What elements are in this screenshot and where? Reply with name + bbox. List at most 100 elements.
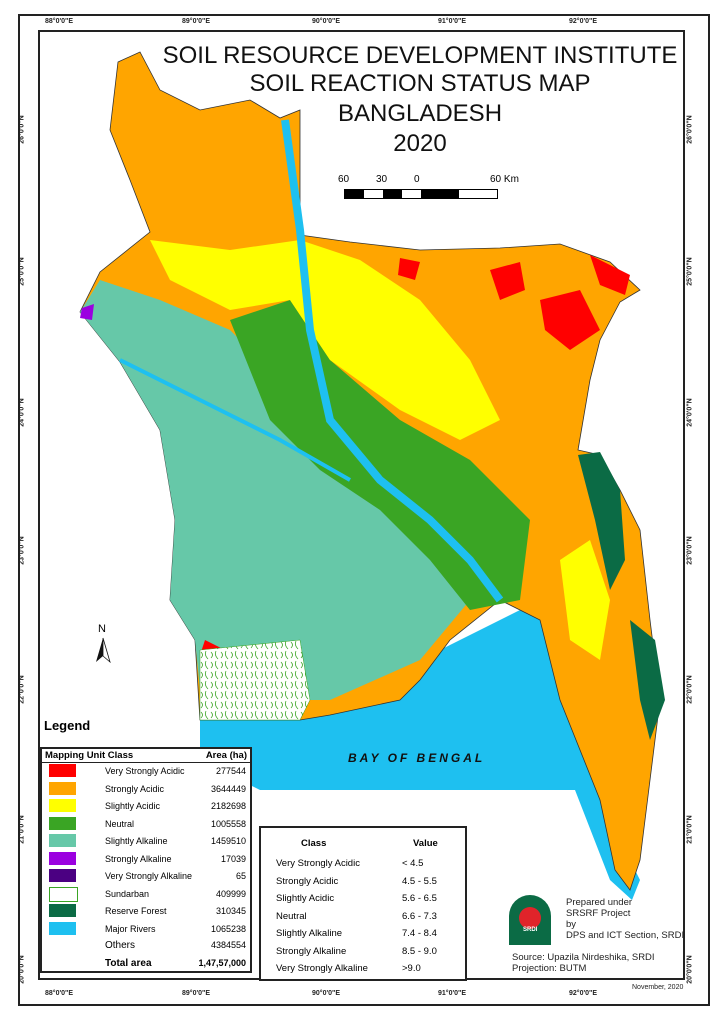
- legend-item-area: 3644449: [210, 783, 246, 794]
- legend-total-area: 1,47,57,000: [198, 958, 246, 968]
- legend-item: Slightly Alkaline 1459510: [42, 834, 250, 852]
- title-line4: 2020: [393, 130, 447, 157]
- legend-item-name: Strongly Acidic: [105, 783, 165, 794]
- class-row: Very Strongly Acidic < 4.5: [276, 858, 466, 869]
- legend-item-area: 65: [235, 871, 246, 881]
- class-row: Very Strongly Alkaline >9.0: [276, 963, 466, 974]
- lon-tick-top: 89°0'0"E: [182, 18, 211, 25]
- legend-item: Strongly Acidic 3644449: [42, 781, 250, 800]
- lon-tick-top: 88°0'0"E: [45, 18, 74, 25]
- lon-tick-bottom: 91°0'0"E: [438, 990, 467, 997]
- lat-tick-right: 23°0'0"N: [686, 536, 694, 565]
- major-river: [119, 358, 351, 482]
- lat-tick-right: 22°0'0"N: [686, 675, 694, 704]
- legend-item-name: Slightly Acidic: [105, 801, 161, 811]
- slightly-acidic-zone: [150, 240, 500, 440]
- class-row: Strongly Alkaline 8.5 - 9.0: [276, 946, 466, 957]
- class-name: Strongly Alkaline: [276, 945, 347, 957]
- legend-item-area: 1459510: [210, 836, 246, 846]
- class-value: 4.5 - 5.5: [402, 875, 437, 887]
- lon-tick-top: 92°0'0"E: [569, 18, 598, 25]
- class-value: 8.5 - 9.0: [402, 945, 437, 957]
- legend-item-name: Very Strongly Alkaline: [105, 871, 193, 881]
- class-value: >9.0: [402, 963, 421, 974]
- bay-of-bengal: [200, 600, 640, 900]
- bangladesh-map: BAY OF BENGAL N: [79, 51, 665, 900]
- class-row: Strongly Acidic 4.5 - 5.5: [276, 876, 466, 887]
- legend-others: Others: [105, 940, 136, 951]
- legend-item-area: 277544: [215, 766, 246, 776]
- legend-swatch: [49, 921, 76, 935]
- credit-line1: Prepared under: [566, 897, 633, 908]
- slightly-acidic-zone: [560, 540, 610, 660]
- class-value: 5.6 - 6.5: [402, 893, 437, 904]
- reserve-forest: [578, 452, 665, 740]
- source: Source: Upazila Nirdeshika, SRDI: [512, 952, 655, 963]
- major-river: [281, 119, 504, 603]
- class-value: < 4.5: [402, 858, 424, 869]
- class-name: Slightly Alkaline: [276, 928, 343, 939]
- legend-item-area: 310345: [215, 906, 246, 916]
- legend-item: Slightly Acidic 2182698: [42, 799, 250, 817]
- legend-col-area: Area (ha): [205, 750, 247, 761]
- legend-swatch: [49, 799, 76, 812]
- projection: Projection: BUTM: [512, 963, 587, 974]
- legend-swatch: [49, 886, 78, 902]
- legend-item-name: Sundarban: [105, 888, 150, 899]
- legend-item: Major Rivers 1065238: [42, 921, 250, 940]
- legend-swatch: [49, 781, 76, 795]
- strongly-alkaline-patch: [80, 304, 94, 320]
- lat-tick-right: 24°0'0"N: [686, 398, 694, 427]
- credit-line2: SRSRF Project: [566, 908, 631, 919]
- legend-swatch: [49, 869, 76, 882]
- title-line3: BANGLADESH: [337, 100, 503, 127]
- legend-swatch: [49, 834, 76, 847]
- lon-tick-bottom: 89°0'0"E: [182, 990, 211, 997]
- class-value: 7.4 - 8.4: [402, 928, 437, 939]
- lat-tick-left: 25°0'0"N: [18, 257, 26, 286]
- svg-text:N: N: [98, 623, 106, 635]
- lat-tick-left: 26°0'0"N: [18, 115, 26, 144]
- legend-swatch: [49, 764, 76, 777]
- srdi-logo: SRDI: [509, 895, 551, 945]
- sundarban: [199, 639, 311, 721]
- class-row: Slightly Acidic 5.6 - 6.5: [276, 893, 466, 904]
- lat-tick-right: 20°0'0"N: [686, 955, 694, 984]
- class-name: Strongly Acidic: [276, 875, 339, 887]
- credit-line3: by: [566, 919, 577, 930]
- legend-item-area: 1065238: [210, 923, 246, 934]
- lat-tick-right: 25°0'0"N: [686, 257, 694, 286]
- legend-item-name: Reserve Forest: [105, 906, 167, 916]
- lat-tick-right: 21°0'0"N: [686, 815, 694, 844]
- date: November, 2020: [632, 984, 684, 991]
- legend: Mapping Unit Class Area (ha) Very Strongl…: [40, 747, 252, 973]
- credit-line4: DPS and ICT Section, SRDI: [566, 930, 685, 941]
- legend-others-area: 4384554: [210, 940, 246, 950]
- class-name: Very Strongly Acidic: [276, 858, 360, 869]
- lon-tick-top: 91°0'0"E: [438, 18, 467, 25]
- legend-item-name: Very Strongly Acidic: [105, 766, 185, 776]
- lon-tick-bottom: 92°0'0"E: [569, 990, 598, 997]
- lat-tick-left: 21°0'0"N: [18, 815, 26, 844]
- legend-item: Reserve Forest 310345: [42, 904, 250, 922]
- legend-item: Very Strongly Acidic 277544: [42, 764, 250, 782]
- class-col: Class: [301, 838, 327, 849]
- legend-item: Sundarban 409999: [42, 886, 250, 905]
- class-row: Neutral 6.6 - 7.3: [276, 911, 466, 922]
- legend-item-area: 17039: [220, 853, 246, 864]
- legend-item-name: Strongly Alkaline: [105, 853, 172, 864]
- legend-swatch: [49, 851, 76, 865]
- legend-item: Strongly Alkaline 17039: [42, 851, 250, 870]
- legend-item: Very Strongly Alkaline 65: [42, 869, 250, 887]
- sea-label: BAY OF BENGAL: [348, 751, 485, 765]
- legend-item: Neutral 1005558: [42, 816, 250, 835]
- class-name: Very Strongly Alkaline: [276, 963, 368, 974]
- legend-swatch: [49, 816, 76, 830]
- class-value: 6.6 - 7.3: [402, 910, 437, 922]
- legend-item-area: 2182698: [210, 801, 246, 811]
- class-name: Slightly Acidic: [276, 893, 335, 904]
- lat-tick-left: 23°0'0"N: [18, 536, 26, 565]
- legend-title: Legend: [44, 718, 91, 733]
- legend-item-area: 409999: [215, 888, 246, 899]
